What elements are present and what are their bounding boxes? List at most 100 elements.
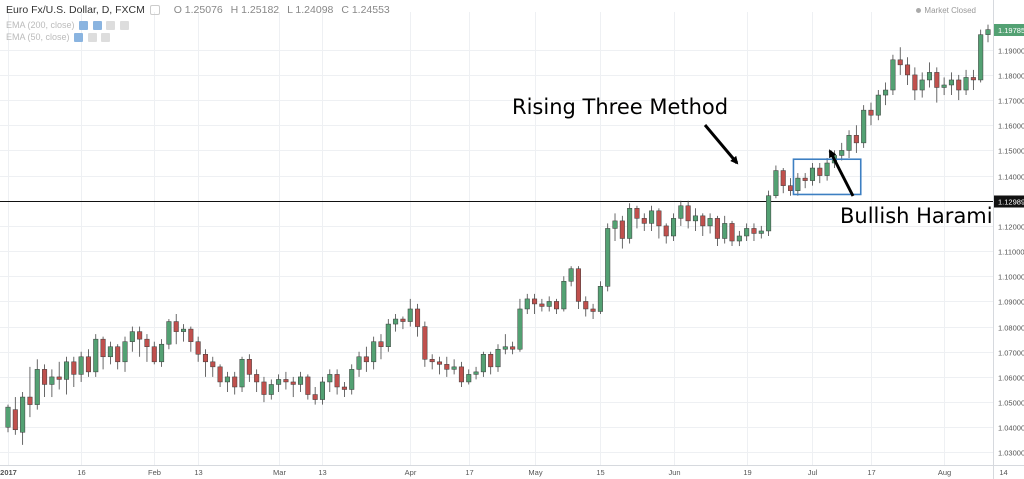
candle-body-up — [407, 308, 413, 322]
candle — [385, 319, 391, 352]
candle — [597, 281, 603, 314]
candle-body-up — [159, 343, 165, 363]
symbol-title[interactable]: Euro Fx/U.S. Dollar, D, FXCM — [6, 4, 145, 16]
candle-body-up — [758, 230, 764, 234]
candle — [34, 359, 40, 410]
candle-body-up — [78, 356, 84, 375]
candle-body-up — [926, 72, 933, 81]
price-tick-label: 1.19000 — [998, 47, 1024, 56]
settings-icon[interactable] — [87, 33, 97, 43]
candle-body-down — [254, 374, 260, 383]
time-tick-label: Aug — [938, 468, 951, 477]
horizontal-line[interactable]: 1.12989 — [0, 195, 1024, 208]
price-tick-label: 1.05000 — [998, 399, 1024, 408]
candle-body-up — [239, 359, 245, 388]
candle-body-down — [905, 64, 911, 76]
bullish-harami-label: Bullish Harami — [840, 204, 993, 228]
candle — [254, 369, 260, 393]
candle — [941, 77, 947, 96]
price-axis-bg — [993, 0, 1024, 479]
candle-body-up — [371, 341, 377, 363]
candle-body-down — [232, 376, 238, 388]
candle-body-up — [129, 331, 135, 342]
candle-body-up — [356, 356, 362, 370]
close-icon[interactable] — [101, 33, 111, 43]
candle-body-up — [875, 94, 881, 116]
close-icon[interactable] — [106, 21, 116, 31]
candle-body-down — [12, 409, 18, 431]
candle-body-down — [246, 359, 252, 375]
candle — [978, 29, 984, 83]
candle-body-up — [883, 89, 889, 96]
rising-three-box[interactable] — [792, 158, 862, 196]
candle-body-down — [458, 366, 464, 383]
line-price-label: 1.12989 — [998, 198, 1024, 207]
price-axis[interactable]: 1.03000 1.04000 1.05000 1.06000 1.07000 1.080… — [993, 0, 1024, 479]
time-tick-label: 13 — [194, 468, 202, 477]
candle — [195, 336, 201, 362]
candle — [590, 303, 596, 320]
more-icon[interactable] — [119, 21, 129, 31]
time-axis[interactable]: 2017 16 Feb 13 Mar 13 Apr 17 May 15 Jun 19 Jul 17 Aug 1… — [0, 465, 1024, 478]
time-tick-label: Jun — [668, 468, 680, 477]
candle — [956, 74, 962, 101]
candle-body-down — [817, 167, 823, 176]
indicator-ema-200[interactable]: EMA (200, close) — [6, 20, 129, 31]
candle — [846, 130, 852, 158]
time-tick-label: 14 — [999, 468, 1007, 477]
candle — [290, 376, 296, 398]
candle — [122, 336, 128, 372]
candle — [502, 334, 508, 355]
candle — [524, 293, 530, 314]
candle — [963, 69, 969, 96]
candle-body-up — [122, 341, 128, 363]
candle-body-up — [93, 338, 99, 373]
candle-body-up — [919, 79, 925, 91]
candle — [905, 57, 911, 85]
candle — [188, 326, 194, 352]
open-value: O 1.25076 — [173, 4, 223, 16]
market-status: Market Closed — [916, 6, 976, 15]
indicator-ema-50[interactable]: EMA (50, close) — [6, 32, 111, 43]
candle-body-up — [692, 215, 698, 222]
candle-body-up — [722, 223, 728, 239]
eye-icon[interactable] — [79, 21, 89, 31]
candle-body-up — [517, 308, 523, 350]
candle — [546, 296, 552, 312]
highlight-box[interactable] — [792, 158, 862, 196]
candles — [5, 24, 991, 445]
candle-body-up — [480, 354, 486, 373]
candle — [246, 354, 252, 382]
candle — [824, 157, 830, 181]
candle — [539, 298, 545, 312]
candle-body-down — [151, 346, 157, 363]
candle — [400, 316, 406, 330]
candle-body-down — [714, 218, 720, 239]
eye-icon[interactable] — [74, 33, 84, 43]
candle — [722, 215, 728, 244]
candle — [349, 364, 355, 395]
candle — [766, 190, 772, 236]
indicator-label: EMA (50, close) — [6, 32, 70, 42]
candle — [100, 336, 106, 370]
candle-body-up — [649, 210, 655, 224]
candle-body-up — [502, 346, 508, 350]
settings-icon[interactable] — [92, 21, 102, 31]
candle-body-up — [451, 366, 457, 370]
candle — [327, 369, 333, 393]
header-settings-icon[interactable] — [149, 5, 160, 16]
price-tick-label: 1.14000 — [998, 173, 1024, 182]
candle — [985, 24, 991, 43]
candle-body-up — [568, 268, 574, 282]
time-tick-label: 17 — [465, 468, 473, 477]
status-dot-icon — [916, 8, 922, 14]
candle — [641, 213, 647, 231]
time-tick-label: 17 — [867, 468, 875, 477]
candle-body-up — [861, 109, 867, 144]
price-tick-label: 1.17000 — [998, 97, 1024, 106]
candle — [12, 397, 18, 435]
candle-body-down — [100, 338, 106, 358]
candle-body-down — [210, 361, 216, 368]
candle — [656, 208, 662, 239]
